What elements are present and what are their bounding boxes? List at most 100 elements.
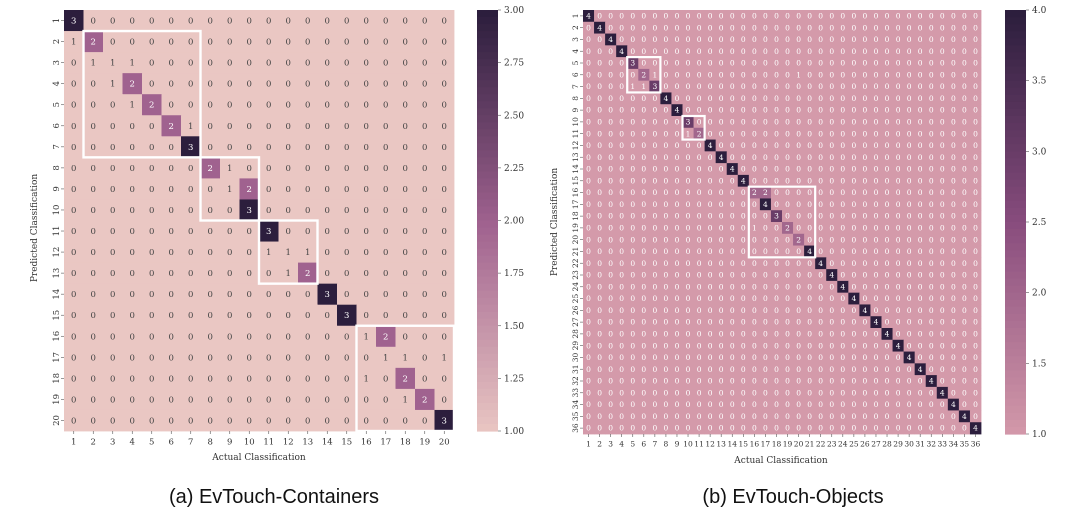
cell-value: 0 — [403, 185, 408, 195]
heatmap-cell — [376, 388, 396, 411]
cell-value: 0 — [829, 294, 834, 303]
cell-value: 0 — [641, 235, 646, 244]
heatmap-cell — [859, 68, 871, 82]
heatmap-cell — [969, 139, 982, 152]
cell-value: 0 — [962, 47, 967, 56]
cell-value: 0 — [403, 269, 408, 279]
cell-value: 0 — [630, 47, 635, 56]
cell-value: 0 — [675, 424, 680, 433]
x-axis-label-objects: Actual Classification — [733, 456, 828, 466]
cell-value: 0 — [796, 294, 801, 303]
cell-value: 0 — [208, 122, 213, 132]
heatmap-cell — [704, 116, 717, 129]
heatmap-cell — [892, 151, 905, 164]
heatmap-cell — [682, 186, 694, 199]
heatmap-cell — [660, 163, 672, 176]
heatmap-cell — [161, 10, 182, 32]
cell-value: 0 — [940, 341, 945, 350]
cell-value: 0 — [962, 200, 967, 209]
cell-value: 0 — [227, 227, 232, 237]
heatmap-cell — [627, 21, 639, 34]
cell-value: 0 — [91, 17, 96, 27]
heatmap-cell — [103, 283, 123, 306]
heatmap-cell — [693, 57, 706, 70]
cell-value: 0 — [785, 271, 790, 280]
heatmap-cell — [638, 151, 650, 164]
cell-value: 0 — [630, 106, 635, 115]
cell-value: 0 — [973, 47, 978, 56]
heatmap-cell — [682, 151, 694, 164]
heatmap-cell — [415, 73, 435, 95]
heatmap-cell — [161, 220, 182, 242]
cell-value: 0 — [874, 341, 879, 350]
cell-value: 0 — [664, 412, 669, 421]
y-tick-label: 36 — [571, 423, 580, 433]
heatmap-cell — [770, 104, 783, 117]
heatmap-cell — [826, 92, 838, 105]
cell-value: 0 — [807, 282, 812, 291]
heatmap-cell — [649, 127, 661, 140]
cell-value: 0 — [383, 185, 388, 195]
colorbar-segment — [1005, 320, 1026, 329]
cell-value: 0 — [608, 282, 613, 291]
cell-value: 0 — [741, 294, 746, 303]
x-tick-label: 9 — [675, 440, 680, 449]
heatmap-cell — [804, 163, 816, 176]
cell-value: 0 — [951, 165, 956, 174]
cell-value: 0 — [442, 248, 447, 258]
heatmap-cell — [161, 157, 182, 179]
cell-value: 0 — [630, 282, 635, 291]
cell-value: 0 — [785, 259, 790, 268]
heatmap-cell — [298, 157, 318, 179]
cell-value: 0 — [840, 306, 845, 315]
cell-value: 0 — [741, 306, 746, 315]
heatmap-cell — [947, 163, 960, 176]
cell-value: 0 — [752, 94, 757, 103]
cell-value: 0 — [675, 165, 680, 174]
heatmap-cell — [239, 325, 260, 348]
cell-value: 0 — [940, 200, 945, 209]
cell-value: 0 — [907, 94, 912, 103]
heatmap-cell — [649, 21, 661, 34]
cell-value: 0 — [885, 188, 890, 197]
cell-value: 0 — [796, 271, 801, 280]
cell-value: 0 — [130, 332, 135, 342]
cell-value: 1 — [305, 248, 310, 258]
heatmap-cell — [892, 80, 905, 93]
heatmap-cell — [298, 262, 318, 285]
cell-value: 0 — [586, 424, 591, 433]
cell-value: 0 — [818, 35, 823, 44]
colorbar-segment — [477, 402, 498, 411]
cell-value: 0 — [807, 70, 812, 79]
cell-value: 0 — [730, 70, 735, 79]
colorbar-segment — [1005, 10, 1026, 18]
heatmap-cell — [936, 10, 949, 23]
cell-value: 0 — [829, 12, 834, 21]
cell-value: 0 — [608, 23, 613, 32]
cell-value: 0 — [664, 353, 669, 362]
cell-value: 0 — [110, 290, 115, 300]
heatmap-cell — [748, 33, 761, 46]
cell-value: 0 — [422, 206, 427, 216]
heatmap-cell — [376, 304, 396, 327]
heatmap-cell — [298, 52, 318, 74]
heatmap-cell — [317, 367, 338, 390]
heatmap-cell — [259, 115, 279, 137]
heatmap-cell — [200, 304, 221, 327]
heatmap-cell — [793, 127, 805, 140]
cell-value: 0 — [608, 12, 613, 21]
heatmap-cell — [583, 80, 595, 93]
cell-value: 0 — [785, 94, 790, 103]
cell-value: 0 — [785, 294, 790, 303]
cell-value: 0 — [807, 94, 812, 103]
x-tick-label: 1 — [71, 438, 76, 448]
y-tick-label: 9 — [52, 186, 62, 191]
cell-value: 0 — [697, 235, 702, 244]
cell-value: 0 — [422, 80, 427, 90]
cell-value: 0 — [730, 35, 735, 44]
heatmap-cell — [770, 127, 783, 140]
cell-value: 0 — [885, 153, 890, 162]
cell-value: 0 — [907, 271, 912, 280]
cell-value: 0 — [741, 412, 746, 421]
cell-value: 0 — [918, 35, 923, 44]
